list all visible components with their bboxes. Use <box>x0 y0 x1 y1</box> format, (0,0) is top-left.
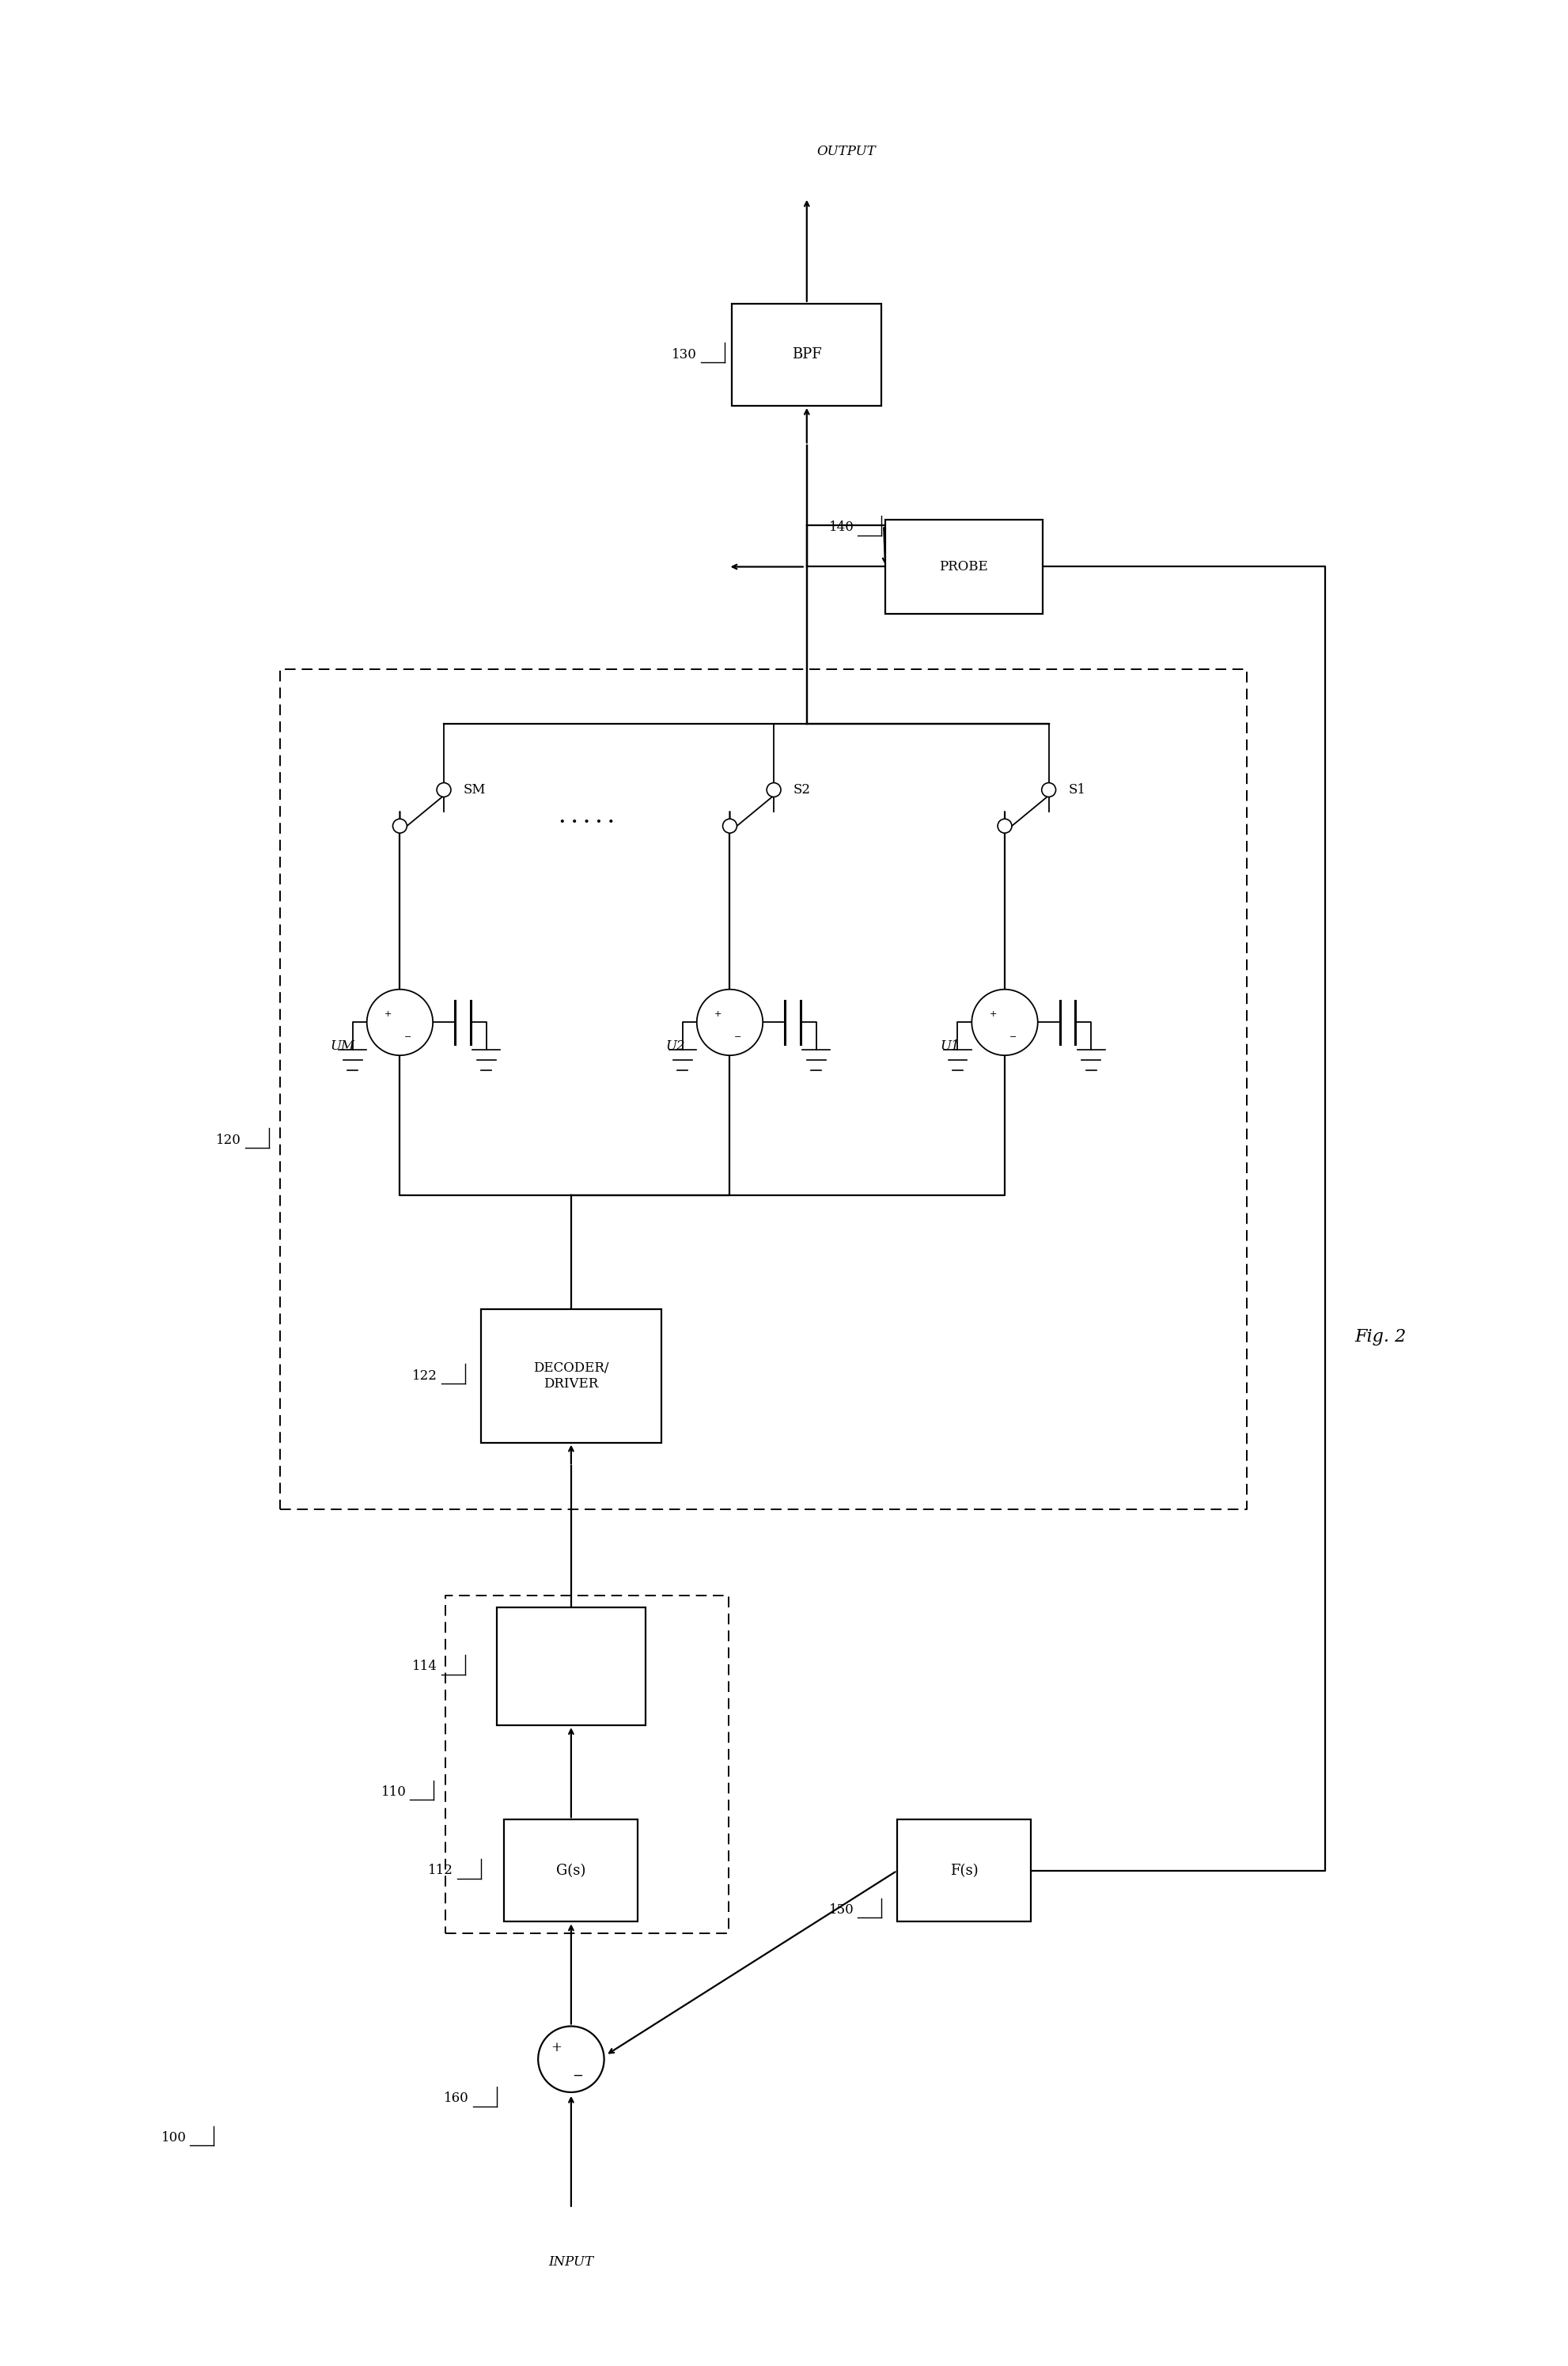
Text: 120: 120 <box>216 1133 241 1148</box>
Text: INPUT: INPUT <box>549 2255 593 2269</box>
Circle shape <box>997 819 1011 833</box>
Text: 100: 100 <box>162 2132 187 2144</box>
Text: SM: SM <box>463 783 486 797</box>
Text: 160: 160 <box>444 2092 469 2106</box>
Circle shape <box>1041 783 1055 797</box>
FancyBboxPatch shape <box>884 521 1041 613</box>
Text: +: + <box>550 2042 561 2054</box>
Text: −: − <box>1008 1034 1016 1041</box>
Text: G(s): G(s) <box>557 1864 585 1879</box>
FancyBboxPatch shape <box>495 1607 646 1725</box>
Text: 114: 114 <box>412 1661 437 1673</box>
Text: F(s): F(s) <box>949 1864 977 1879</box>
FancyBboxPatch shape <box>732 303 881 405</box>
Text: 110: 110 <box>381 1786 406 1798</box>
Circle shape <box>767 783 781 797</box>
Text: 150: 150 <box>828 1902 853 1916</box>
Text: −: − <box>734 1034 742 1041</box>
Circle shape <box>436 783 450 797</box>
Text: 112: 112 <box>428 1864 453 1879</box>
Circle shape <box>723 819 737 833</box>
FancyBboxPatch shape <box>480 1308 662 1443</box>
Text: S1: S1 <box>1068 783 1085 797</box>
FancyBboxPatch shape <box>897 1819 1030 1921</box>
Text: +: + <box>713 1010 721 1017</box>
Circle shape <box>538 2025 604 2092</box>
Text: 140: 140 <box>828 521 853 535</box>
Text: Fig. 2: Fig. 2 <box>1353 1327 1405 1346</box>
Text: . . . . .: . . . . . <box>560 809 613 826</box>
Text: BPF: BPF <box>792 348 822 362</box>
Text: PROBE: PROBE <box>939 561 988 573</box>
Text: U1: U1 <box>941 1039 960 1053</box>
Text: S2: S2 <box>793 783 811 797</box>
Text: +: + <box>989 1010 996 1017</box>
Text: OUTPUT: OUTPUT <box>815 144 875 159</box>
Text: 122: 122 <box>412 1370 437 1382</box>
Circle shape <box>696 989 762 1055</box>
Circle shape <box>367 989 433 1055</box>
Text: +: + <box>384 1010 392 1017</box>
Text: 130: 130 <box>671 348 696 362</box>
Text: −: − <box>405 1034 412 1041</box>
Circle shape <box>392 819 406 833</box>
FancyBboxPatch shape <box>503 1819 638 1921</box>
Text: UM: UM <box>331 1039 354 1053</box>
Text: DECODER/
DRIVER: DECODER/ DRIVER <box>533 1360 608 1391</box>
Circle shape <box>971 989 1036 1055</box>
Text: −: − <box>572 2068 583 2082</box>
Text: U2: U2 <box>665 1039 685 1053</box>
